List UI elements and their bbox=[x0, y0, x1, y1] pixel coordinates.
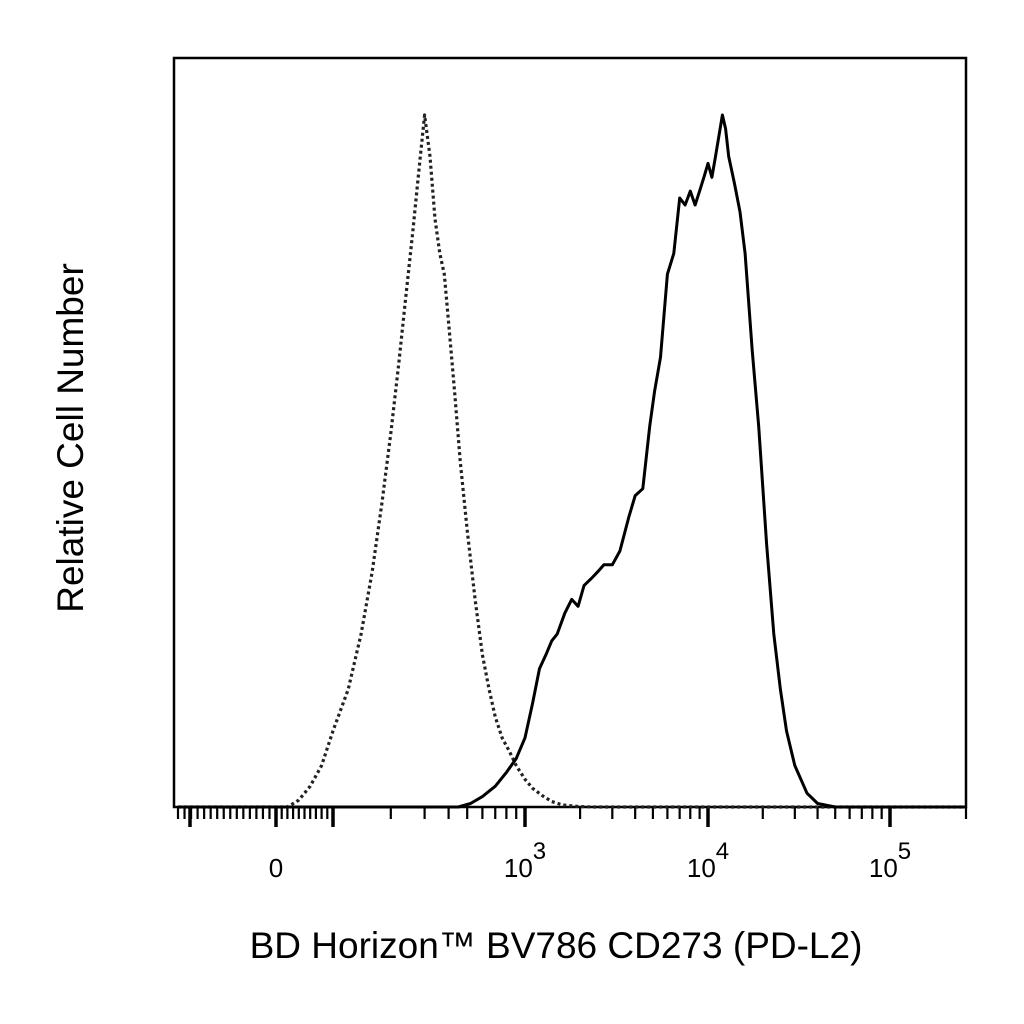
plot-frame bbox=[172, 56, 968, 809]
series-layer bbox=[178, 113, 966, 809]
x-tick-label: 103 bbox=[504, 838, 546, 883]
series-line-solid bbox=[178, 113, 966, 809]
x-tick-label: 105 bbox=[869, 838, 911, 883]
y-axis-label: Relative Cell Number bbox=[50, 263, 91, 613]
x-tick-label: 0 bbox=[269, 853, 283, 883]
x-axis-label: BD Horizon™ BV786 CD273 (PD-L2) bbox=[250, 925, 863, 966]
x-tick-label: 104 bbox=[687, 838, 729, 883]
x-major-ticks bbox=[188, 807, 892, 827]
x-minor-ticks bbox=[176, 807, 968, 819]
x-tick-labels: 0 103 104 105 bbox=[269, 838, 911, 883]
series-line-dotted bbox=[178, 113, 966, 809]
